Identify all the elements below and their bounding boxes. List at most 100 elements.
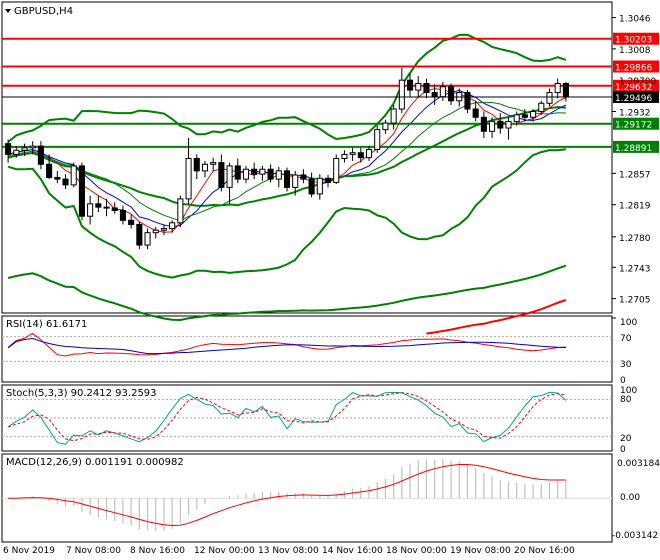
price-tick-label: 1.2819 bbox=[619, 202, 651, 212]
candle-body bbox=[13, 149, 20, 155]
candle-body bbox=[497, 120, 504, 129]
ma-mid-line bbox=[7, 105, 566, 207]
candle-body bbox=[407, 79, 414, 91]
candle-body bbox=[29, 145, 36, 149]
price-tick-label: 1.2743 bbox=[619, 264, 651, 274]
rsi-scale-30: 30 bbox=[620, 360, 632, 370]
time-label: 8 Nov 16:00 bbox=[130, 546, 185, 556]
candle-body bbox=[415, 82, 422, 91]
candle-body bbox=[357, 152, 364, 159]
time-label: 13 Nov 08:00 bbox=[258, 546, 319, 556]
level-label: 1.28891 bbox=[615, 144, 652, 154]
candle-body bbox=[152, 229, 159, 234]
candle-body bbox=[201, 163, 209, 172]
price-tick-label: 1.2780 bbox=[619, 234, 651, 244]
bollinger-lower-line bbox=[7, 148, 567, 279]
stoch-scale-80: 80 bbox=[620, 395, 632, 405]
candle-body bbox=[292, 174, 299, 188]
macd-signal-line bbox=[8, 464, 566, 527]
candle-body bbox=[365, 148, 373, 159]
stoch-scale-100: 100 bbox=[620, 386, 637, 396]
level-badge bbox=[613, 60, 659, 73]
level-badge bbox=[613, 79, 659, 92]
candle-body bbox=[349, 152, 356, 155]
stoch-signal-line bbox=[7, 392, 566, 442]
candle-body bbox=[505, 120, 512, 129]
time-label: 19 Nov 08:00 bbox=[450, 546, 511, 556]
time-label: 12 Nov 00:00 bbox=[194, 546, 255, 556]
price-layer bbox=[2, 33, 612, 335]
candle-body bbox=[144, 232, 151, 246]
price-tick-label: 1.3008 bbox=[619, 46, 651, 56]
candle-body bbox=[87, 203, 94, 217]
candle-body bbox=[136, 223, 143, 246]
macd-scale-top: 0.003184 bbox=[617, 459, 660, 469]
price-tick-label: 1.2705 bbox=[619, 296, 651, 306]
candle-body bbox=[283, 170, 291, 188]
candle-body bbox=[78, 165, 85, 217]
candle-body bbox=[111, 207, 118, 211]
time-axis: 6 Nov 2019 7 Nov 08:00 8 Nov 16:00 12 No… bbox=[3, 546, 575, 556]
long-ma-red-line bbox=[426, 299, 567, 335]
price-tick-label: 1.2932 bbox=[619, 109, 651, 119]
candle-body bbox=[21, 147, 28, 151]
rsi-layer bbox=[2, 317, 616, 362]
candle-body bbox=[119, 209, 126, 221]
candle-body bbox=[390, 108, 397, 124]
candle-body bbox=[185, 158, 192, 200]
candle-body bbox=[530, 111, 537, 118]
candle-body bbox=[324, 177, 332, 183]
macd-layer bbox=[2, 458, 612, 531]
current-price-badge bbox=[613, 91, 659, 104]
rsi-title: RSI(14) 61.6171 bbox=[6, 319, 87, 330]
stoch-title: Stoch(5,3,3) 90.2412 93.2593 bbox=[6, 388, 157, 399]
candle-body bbox=[169, 222, 176, 230]
candle-body bbox=[398, 79, 405, 110]
candle-body bbox=[177, 198, 184, 224]
level-label: 1.30203 bbox=[615, 36, 652, 46]
stoch-layer bbox=[2, 391, 612, 445]
rsi-scale-100: 100 bbox=[620, 318, 637, 328]
candle-body bbox=[128, 219, 135, 225]
candle-body bbox=[333, 158, 340, 183]
level-badge bbox=[613, 32, 659, 45]
stoch-scale-0: 0 bbox=[620, 445, 626, 455]
candle-body bbox=[234, 165, 241, 180]
time-label: 20 Nov 16:00 bbox=[514, 546, 575, 556]
candle-body bbox=[546, 92, 553, 104]
candle-body bbox=[251, 168, 258, 175]
candle-body bbox=[267, 168, 274, 180]
candle-body bbox=[62, 178, 69, 186]
level-label: 1.29632 bbox=[615, 83, 652, 93]
chart-title: GBPUSD,H4 bbox=[14, 6, 73, 17]
rsi-panel-frame bbox=[1, 315, 613, 383]
candle-body bbox=[70, 165, 77, 186]
time-label: 18 Nov 00:00 bbox=[386, 546, 447, 556]
candle-body bbox=[46, 163, 53, 178]
rsi-scale-0: 0 bbox=[620, 376, 626, 386]
candle-body bbox=[554, 82, 561, 94]
triangle-down-icon[interactable] bbox=[5, 9, 11, 13]
candle-body bbox=[218, 162, 225, 188]
time-label: 14 Nov 16:00 bbox=[322, 546, 383, 556]
candle-body bbox=[341, 153, 348, 159]
candle-body bbox=[562, 82, 569, 98]
stoch-scale-20: 20 bbox=[620, 434, 632, 444]
candle-body bbox=[513, 114, 520, 122]
candle-body bbox=[210, 162, 217, 165]
candle-body bbox=[160, 228, 167, 231]
level-label: 1.29866 bbox=[615, 64, 652, 74]
rsi-signal-line bbox=[7, 337, 566, 355]
price-tick-label: 1.2857 bbox=[619, 170, 651, 180]
level-label: 1.29172 bbox=[615, 121, 652, 131]
candle-body bbox=[448, 86, 455, 102]
candle-body bbox=[37, 145, 44, 165]
candle-body bbox=[5, 143, 12, 155]
candle-body bbox=[275, 170, 282, 180]
candle-body bbox=[538, 102, 545, 113]
candle-body bbox=[464, 92, 471, 110]
long-ma-green-line bbox=[7, 264, 567, 322]
level-badge bbox=[613, 140, 659, 153]
candle-body bbox=[193, 158, 200, 172]
